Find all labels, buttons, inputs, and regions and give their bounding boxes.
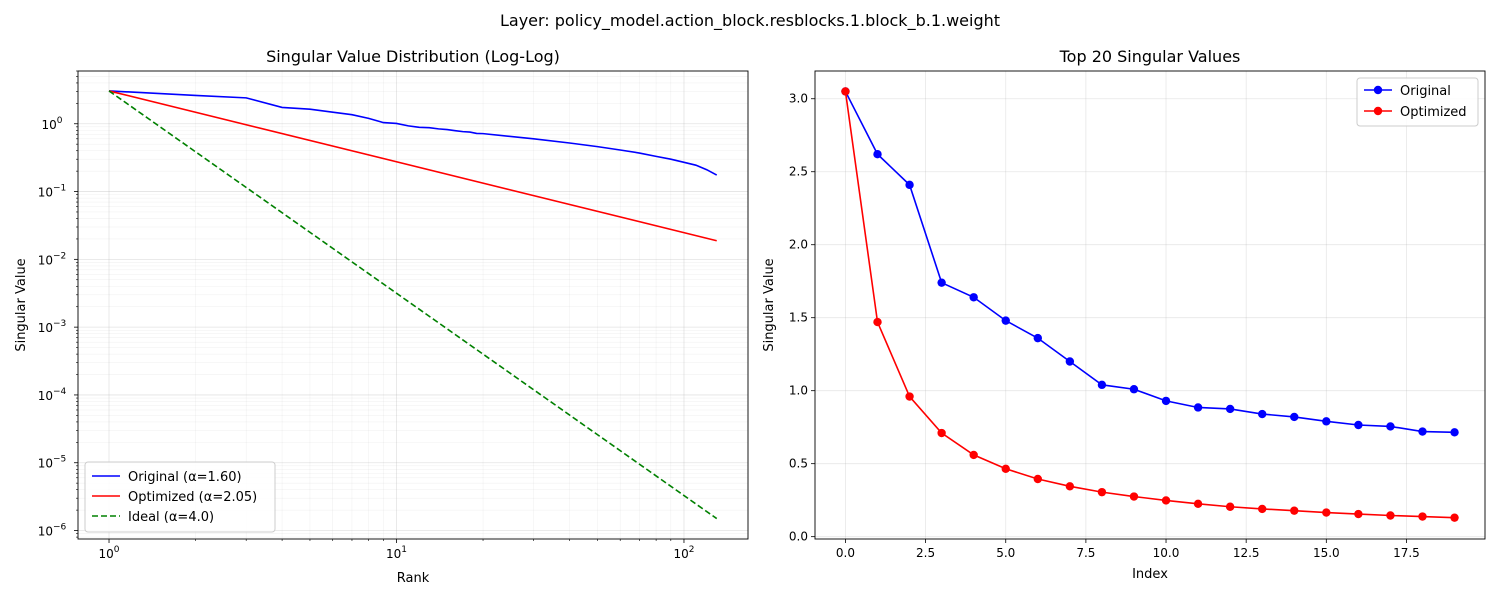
x-tick-label: 101 (386, 545, 407, 561)
data-point (1001, 316, 1010, 325)
y-tick-label: 1.5 (789, 311, 808, 325)
series-line (108, 90, 717, 242)
data-point (1193, 403, 1203, 412)
legend-marker (1373, 106, 1383, 116)
y-tick-label: 1.0 (789, 384, 808, 398)
y-tick-label: 10−4 (38, 387, 67, 403)
data-point (1225, 502, 1235, 511)
x-tick-label: 102 (673, 545, 694, 561)
y-tick-label: 10−6 (38, 523, 67, 539)
data-point (905, 180, 914, 190)
x-tick-label: 5.0 (996, 546, 1015, 560)
series-line (844, 91, 1455, 434)
y-tick-label: 0.5 (789, 457, 808, 471)
y-tick-label: 100 (41, 116, 62, 132)
data-point (873, 317, 882, 327)
data-point (873, 150, 882, 159)
x-tick-label: 12.5 (1233, 546, 1260, 560)
data-point (1161, 396, 1171, 406)
data-point (1418, 512, 1427, 521)
y-tick-label: 2.5 (789, 165, 808, 179)
data-point (1450, 428, 1459, 437)
top20-plot: Top 20 Singular Values Index Singular Va… (762, 47, 1486, 582)
y-tick-label: 0.0 (789, 530, 808, 544)
data-point (1065, 357, 1075, 366)
data-point (937, 428, 946, 438)
data-point (1386, 511, 1395, 520)
x-tick-label: 7.5 (1076, 546, 1095, 560)
data-point (1450, 513, 1459, 522)
data-point (1033, 333, 1042, 343)
y-tick-label: 3.0 (789, 92, 808, 106)
legend-box (84, 461, 276, 533)
data-point (1129, 492, 1139, 501)
legend: Original Optimized (1356, 77, 1479, 127)
x-tick-label: 10.0 (1153, 546, 1180, 560)
data-point (937, 278, 946, 287)
data-point (1258, 409, 1267, 419)
data-point (1322, 417, 1331, 426)
legend-label: Optimized (1400, 105, 1467, 120)
x-tick-label: 0.0 (836, 546, 855, 560)
loglog-plot: Singular Value Distribution (Log-Log) Ra… (14, 47, 749, 586)
data-point (1290, 412, 1299, 422)
y-tick-label: 10−1 (38, 184, 67, 200)
data-point (1097, 487, 1107, 497)
x-tick-label: 2.5 (916, 546, 935, 560)
legend: Original (α=1.60) Optimized (α=2.05) Ideal… (84, 461, 276, 533)
data-point (1129, 385, 1139, 394)
data-point (1033, 474, 1042, 484)
series-line (844, 91, 1455, 519)
data-point (1001, 464, 1010, 473)
legend-label: Ideal (α=4.0) (128, 510, 214, 525)
plot-frame (77, 70, 749, 540)
data-point (1322, 508, 1331, 517)
data-point (1097, 380, 1107, 390)
data-point (1225, 404, 1235, 414)
data-point (1193, 499, 1203, 509)
x-tick-label: 100 (99, 545, 120, 561)
top20-grid (815, 71, 1485, 539)
data-point (1161, 496, 1171, 505)
series-line (108, 90, 718, 520)
legend-label: Optimized (α=2.05) (128, 490, 257, 505)
top20-ylabel: Singular Value (762, 258, 777, 351)
plot-frame (814, 70, 1486, 540)
y-tick-label: 2.0 (789, 238, 808, 252)
y-tick-label: 10−5 (38, 455, 67, 471)
legend-label: Original (1400, 84, 1451, 99)
data-point (1386, 422, 1395, 431)
top20-title: Top 20 Singular Values (1059, 47, 1241, 66)
y-tick-label: 10−3 (38, 319, 67, 335)
loglog-title: Singular Value Distribution (Log-Log) (266, 47, 560, 66)
top20-xlabel: Index (1132, 567, 1168, 582)
x-tick-label: 17.5 (1393, 546, 1420, 560)
data-point (969, 450, 978, 460)
data-point (1258, 504, 1267, 514)
x-tick-label: 15.0 (1313, 546, 1340, 560)
data-point (1418, 427, 1427, 436)
series-line (108, 90, 718, 176)
data-point (1065, 482, 1075, 491)
legend-marker (1373, 85, 1383, 95)
figure-suptitle: Layer: policy_model.action_block.resbloc… (500, 11, 1000, 31)
loglog-xlabel: Rank (397, 571, 430, 586)
data-point (905, 392, 914, 401)
data-point (1290, 506, 1299, 515)
data-point (1354, 509, 1363, 519)
loglog-ylabel: Singular Value (14, 258, 29, 351)
data-point (969, 293, 978, 302)
data-point (1354, 420, 1363, 430)
y-tick-label: 10−2 (38, 251, 67, 267)
data-point (841, 87, 850, 96)
legend-label: Original (α=1.60) (128, 470, 242, 485)
